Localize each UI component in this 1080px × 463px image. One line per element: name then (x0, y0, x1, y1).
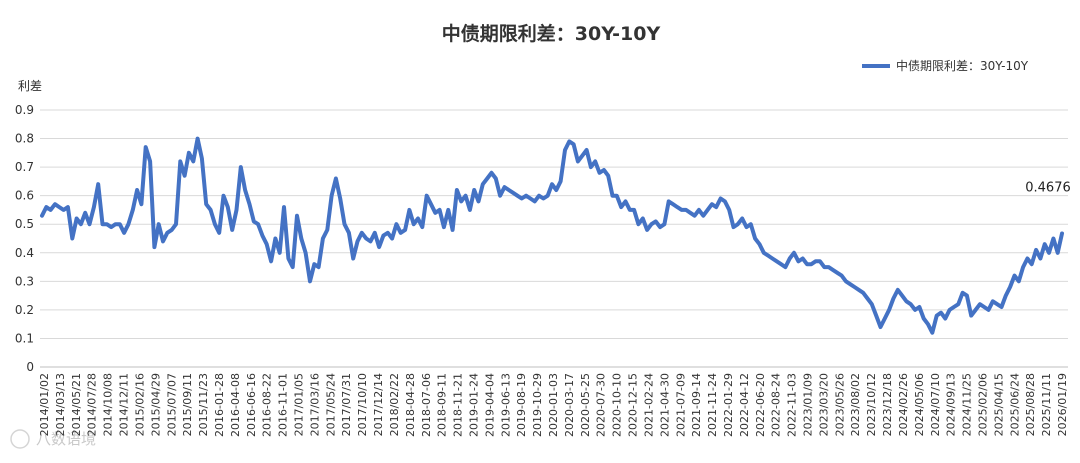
x-tick-label: 2020-07-30 (595, 373, 608, 437)
x-tick-label: 2017/01/05 (293, 373, 306, 436)
end-value-label: 0.4676 (1025, 180, 1071, 195)
y-tick-label: 0.8 (15, 132, 34, 146)
legend: 中债期限利差：30Y-10Y (862, 58, 1029, 73)
x-tick-label: 2021-07-09 (674, 373, 687, 437)
x-tick-label: 2024/02/26 (897, 373, 910, 436)
y-tick-label: 0.2 (15, 303, 34, 317)
x-tick-label: 2022-06-20 (754, 373, 767, 437)
y-tick-label: 0.6 (15, 189, 34, 203)
x-tick-label: 2018-09-11 (436, 373, 449, 437)
x-tick-label: 2014/12/11 (118, 373, 131, 436)
x-tick-label: 2024/05/06 (913, 373, 926, 436)
x-tick-label: 2014/03/13 (54, 373, 67, 436)
x-tick-label: 2020-12-15 (627, 373, 640, 437)
y-tick-label: 0.3 (15, 274, 34, 288)
x-tick-label: 2017/12/14 (372, 373, 385, 436)
x-tick-label: 2018/02/22 (388, 373, 401, 436)
x-tick-label: 2023/03/20 (817, 373, 830, 436)
x-tick-label: 2022-08-24 (770, 373, 783, 437)
y-tick-label: 0 (26, 360, 34, 374)
x-tick-label: 2020-05-25 (579, 373, 592, 437)
x-tick-label: 2014/10/08 (102, 373, 115, 436)
x-tick-label: 2022-01-29 (722, 373, 735, 437)
chart-title: 中债期限利差：30Y-10Y (442, 22, 661, 45)
x-tick-label: 2025/08/28 (1024, 373, 1037, 436)
gridlines (40, 109, 1068, 339)
x-tick-label: 2021-04-30 (658, 373, 671, 437)
x-tick-label: 2024/07/10 (929, 373, 942, 436)
x-tick-label: 2025/11/11 (1040, 373, 1053, 436)
x-tick-label: 2018-11-21 (452, 373, 465, 437)
y-tick-label: 0.7 (15, 160, 34, 174)
x-tick-label: 2020-10-10 (611, 373, 624, 437)
x-tick-label: 2017/07/31 (340, 373, 353, 436)
x-tick-label: 2020-03-17 (563, 373, 576, 437)
x-tick-label: 2016-08-22 (261, 373, 274, 437)
x-tick-label: 2016-04-08 (229, 373, 242, 437)
x-tick-label: 2025/02/06 (976, 373, 989, 436)
x-tick-label: 2026/01/19 (1056, 373, 1069, 436)
x-tick-label: 2020-01-03 (547, 373, 560, 437)
watermark-icon (10, 429, 30, 449)
x-tick-label: 2019-04-04 (483, 373, 496, 437)
x-tick-label: 2018-04-28 (404, 373, 417, 437)
x-tick-label: 2025/06/24 (1008, 373, 1021, 436)
x-tick-label: 2017/10/10 (356, 373, 369, 436)
x-tick-label: 2018-07-06 (420, 373, 433, 437)
x-tick-labels: 2014/01/02 2014/03/13 2014/05/21 2014/07/28… (38, 373, 1069, 437)
x-tick-label: 2015/02/16 (133, 373, 146, 436)
series-group (40, 136, 1064, 335)
x-tick-label: 2015/04/29 (149, 373, 162, 436)
x-tick-label: 2015/07/07 (165, 373, 178, 436)
x-tick-label: 2016-06-16 (245, 373, 258, 437)
x-tick-label: 2019-06-13 (499, 373, 512, 437)
x-tick-label: 2015/11/23 (197, 373, 210, 436)
x-tick-label: 2024/11/25 (961, 373, 974, 436)
x-tick-label: 2023/08/02 (849, 373, 862, 436)
x-tick-label: 2016-11-01 (277, 373, 290, 437)
x-tick-label: 2023/01/09 (802, 373, 815, 436)
x-tick-label: 2021-02-24 (642, 373, 655, 437)
x-tick-label: 2023/10/12 (865, 373, 878, 436)
x-tick-label: 2025/04/15 (992, 373, 1005, 436)
x-tick-label: 2017/03/16 (308, 373, 321, 436)
x-tick-label: 2016-01-28 (213, 373, 226, 437)
y-axis-label: 利差 (18, 79, 42, 93)
x-tick-label: 2014/01/02 (38, 373, 51, 436)
x-tick-label: 2019-01-24 (467, 373, 480, 437)
x-tick-label: 2019-08-19 (515, 373, 528, 437)
series-line (40, 136, 1064, 335)
x-tick-label: 2014/07/28 (86, 373, 99, 436)
x-tick-label: 2021-11-24 (706, 373, 719, 437)
x-tick-label: 2022-04-12 (738, 373, 751, 437)
y-tick-label: 0.5 (15, 217, 34, 231)
y-tick-labels: 0 0.1 0.2 0.3 0.4 0.5 0.6 0.7 0.8 0.9 (15, 103, 34, 374)
x-tick-label: 2019-10-29 (531, 373, 544, 437)
x-tick-label: 2021-09-14 (690, 373, 703, 437)
watermark: 八数语境 (10, 429, 96, 449)
x-tick-label: 2024/09/13 (945, 373, 958, 436)
y-tick-label: 0.1 (15, 331, 34, 345)
y-tick-label: 0.9 (15, 103, 34, 117)
y-tick-label: 0.4 (15, 246, 34, 260)
x-tick-label: 2023/12/18 (881, 373, 894, 436)
x-tick-label: 2023/05/26 (833, 373, 846, 436)
x-tick-label: 2022-11-03 (786, 373, 799, 437)
x-tick-label: 2014/05/21 (70, 373, 83, 436)
legend-label: 中债期限利差：30Y-10Y (896, 58, 1029, 73)
x-tick-label: 2017/05/24 (324, 373, 337, 436)
x-tick-label: 2015/09/11 (181, 373, 194, 436)
watermark-text: 八数语境 (36, 430, 96, 448)
